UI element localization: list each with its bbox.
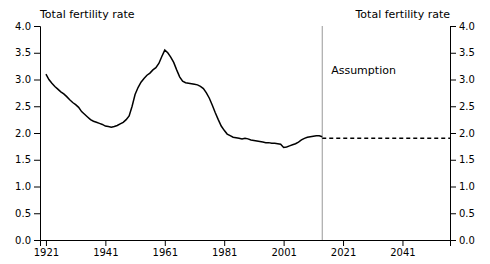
tick: 3.0: [15, 74, 40, 85]
tick-label: 3.5: [15, 47, 31, 58]
tick: 1921: [34, 240, 59, 258]
tick-label: 4.0: [459, 21, 475, 32]
tick-label: 0.5: [459, 208, 475, 219]
tick-mark: [450, 53, 456, 54]
tick-mark: [284, 240, 285, 246]
tick: 3.5: [15, 47, 40, 58]
y2-axis: 0.0 0.5 1.0 1.5 2.0 2.5 3.0 3.5 4.0: [450, 21, 475, 246]
tick: 1.0: [15, 181, 40, 192]
tick: 2041: [390, 240, 415, 258]
plot: 1921 1941 1961 1981 2001 2021 2041 0.0 0.5 1.0 1.5…: [15, 21, 475, 258]
tick: 2.5: [15, 101, 40, 112]
tick-mark: [34, 80, 40, 81]
annotation: Assumption: [331, 64, 396, 77]
tick-label: 1941: [93, 247, 118, 258]
tick-mark: [34, 133, 40, 134]
tick: 1941: [93, 240, 118, 258]
tick: 4.0: [450, 21, 475, 32]
tick: 2.5: [450, 101, 475, 112]
tick-label: 0.0: [15, 235, 31, 246]
axis-title: Total fertility rate: [39, 8, 135, 21]
tick-label: 3.0: [15, 74, 31, 85]
tick-label: 2001: [271, 247, 296, 258]
tick-label: 1981: [212, 247, 237, 258]
marks: [46, 26, 450, 240]
tick: 0.0: [15, 235, 40, 246]
y2-axis-line: [451, 27, 457, 241]
tick-label: 1.0: [459, 181, 475, 192]
tick: 2021: [331, 240, 356, 258]
tick-label: 1.5: [15, 154, 31, 165]
tick-mark: [34, 213, 40, 214]
tick-mark: [34, 187, 40, 188]
tick-label: 1.0: [15, 181, 31, 192]
x-axis-line: [41, 241, 451, 247]
axis-title: Total fertility rate: [355, 8, 451, 21]
tick-label: 1921: [34, 247, 59, 258]
tick-mark: [450, 213, 456, 214]
tick-label: 2.0: [15, 128, 31, 139]
tick-mark: [450, 240, 456, 241]
tick: 1961: [153, 240, 178, 258]
chart: 1921 1941 1961 1981 2001 2021 2041 0.0 0.5 1.0 1.5…: [0, 0, 490, 264]
tick-mark: [450, 160, 456, 161]
tick-mark: [343, 240, 344, 246]
tick: 2.0: [15, 128, 40, 139]
tick-mark: [34, 106, 40, 107]
tick-mark: [34, 240, 40, 241]
tick-label: 3.5: [459, 47, 475, 58]
x-axis: 1921 1941 1961 1981 2001 2021 2041: [34, 240, 451, 258]
tick-label: 1.5: [459, 154, 475, 165]
tick-label: 3.0: [459, 74, 475, 85]
tick: 1981: [212, 240, 237, 258]
annotations: Assumption: [331, 64, 396, 77]
tick: 2001: [271, 240, 296, 258]
tick-label: 0.5: [15, 208, 31, 219]
tick: 3.5: [450, 47, 475, 58]
tick-mark: [46, 240, 47, 246]
tick: 1.0: [450, 181, 475, 192]
tick-mark: [34, 26, 40, 27]
tick-label: 2.0: [459, 128, 475, 139]
tick: 0.0: [450, 235, 475, 246]
reference-line: [322, 26, 323, 240]
dashed-line: [322, 138, 450, 140]
tick: 4.0: [15, 21, 40, 32]
tick-mark: [34, 53, 40, 54]
y-axis-line: [34, 27, 41, 241]
tick-mark: [450, 106, 456, 107]
tick-label: 4.0: [15, 21, 31, 32]
tick-mark: [165, 240, 166, 246]
tick-label: 1961: [153, 247, 178, 258]
tick-label: 2041: [390, 247, 415, 258]
tick-label: 0.0: [459, 235, 475, 246]
tick: 1.5: [15, 154, 40, 165]
tick-mark: [450, 26, 456, 27]
tick: 0.5: [15, 208, 40, 219]
tick-label: 2021: [331, 247, 356, 258]
tick-label: 2.5: [15, 101, 31, 112]
tick: 3.0: [450, 74, 475, 85]
tick-label: 2.5: [459, 101, 475, 112]
line: [46, 50, 322, 147]
tick-mark: [402, 240, 403, 246]
tick-mark: [224, 240, 225, 246]
tick: 1.5: [450, 154, 475, 165]
tick: 2.0: [450, 128, 475, 139]
tick: 0.5: [450, 208, 475, 219]
tick-mark: [450, 80, 456, 81]
tick-mark: [450, 133, 456, 134]
tick-mark: [34, 160, 40, 161]
tick-mark: [105, 240, 106, 246]
tick-mark: [450, 187, 456, 188]
y-axis: 0.0 0.5 1.0 1.5 2.0 2.5 3.0 3.5 4.0: [15, 21, 40, 246]
